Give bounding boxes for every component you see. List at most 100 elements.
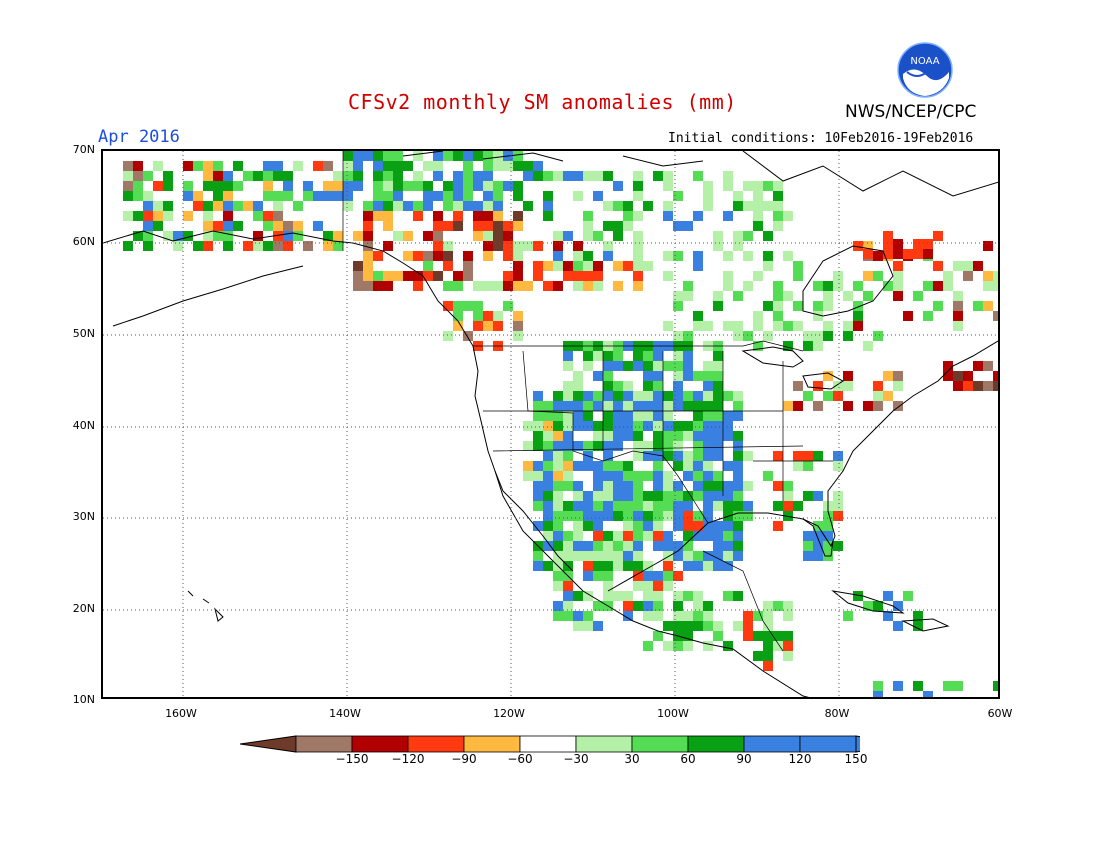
legend-swatch [799,735,857,753]
anomaly-cell [463,191,473,201]
anomaly-cell [653,611,663,621]
anomaly-cell [793,451,803,461]
anomaly-cell [763,261,773,271]
anomaly-cell [773,321,783,331]
anomaly-cell [873,691,883,697]
anomaly-cell [673,351,683,361]
anomaly-cell [293,201,303,211]
anomaly-cell [363,151,373,161]
anomaly-cell [373,171,383,181]
anomaly-cell [793,461,803,471]
anomaly-cell [393,181,403,191]
anomaly-cell [443,331,453,341]
anomaly-cell [573,551,583,561]
anomaly-cell [643,391,653,401]
anomaly-cell [633,471,643,481]
anomaly-cell [743,611,753,621]
anomaly-cell [783,321,793,331]
anomaly-cell [593,391,603,401]
anomaly-cell [583,441,593,451]
anomaly-cell [643,411,653,421]
anomaly-cell [733,531,743,541]
anomaly-cell [153,211,163,221]
anomaly-cell [743,481,753,491]
anomaly-cell [643,611,653,621]
anomaly-cell [423,161,433,171]
anomaly-cell [523,421,533,431]
anomaly-cell [603,481,613,491]
anomaly-cell [633,491,643,501]
anomaly-cell [653,421,663,431]
anomaly-cell [463,201,473,211]
anomaly-cell [673,481,683,491]
anomaly-cell [583,611,593,621]
anomaly-cell [483,311,493,321]
anomaly-cell [763,641,773,651]
anomaly-cell [893,291,903,301]
anomaly-cell [533,561,543,571]
anomaly-cell [723,461,733,471]
initial-conditions: Initial conditions: 10Feb2016-19Feb2016 [668,131,974,146]
anomaly-cell [913,621,923,631]
anomaly-cell [703,201,713,211]
anomaly-cell [763,661,773,671]
anomaly-cell [663,451,673,461]
anomaly-cell [423,181,433,191]
anomaly-cell [753,271,763,281]
anomaly-cell [693,601,703,611]
anomaly-cell [543,171,553,181]
anomaly-cell [573,411,583,421]
anomaly-cell [903,249,913,259]
anomaly-cell [573,191,583,201]
anomaly-cell [853,301,863,311]
anomaly-cell [393,191,403,201]
anomaly-cell [813,381,823,391]
anomaly-cell [743,251,753,261]
anomaly-cell [573,371,583,381]
anomaly-cell [633,211,643,221]
anomaly-cell [683,431,693,441]
anomaly-cell [733,521,743,531]
anomaly-cell [123,211,133,221]
anomaly-cell [723,321,733,331]
anomaly-cell [383,161,393,171]
anomaly-cell [503,251,513,261]
anomaly-cell [193,201,203,211]
anomaly-cell [533,171,543,181]
anomaly-cell [373,271,383,281]
anomaly-cell [213,191,223,201]
anomaly-cell [633,501,643,511]
anomaly-cell [803,451,813,461]
anomaly-cell [493,281,503,291]
anomaly-cell [823,301,833,311]
anomaly-cell [693,481,703,491]
anomaly-cell [223,201,233,211]
anomaly-cell [803,461,813,471]
anomaly-cell [703,181,713,191]
anomaly-cell [463,181,473,191]
anomaly-cell [543,201,553,211]
anomaly-cell [263,211,273,221]
anomaly-cell [643,491,653,501]
lon-label: 140W [329,707,361,720]
anomaly-cell [613,481,623,491]
anomaly-cell [583,271,593,281]
anomaly-cell [263,191,273,201]
legend-label: −30 [563,752,589,766]
anomaly-cell [703,411,713,421]
anomaly-cell [703,321,713,331]
anomaly-cell [583,221,593,231]
anomaly-cell [423,251,433,261]
anomaly-cell [863,271,873,281]
anomaly-cell [783,291,793,301]
anomaly-cell [683,501,693,511]
anomaly-cell [633,171,643,181]
anomaly-cell [743,181,753,191]
anomaly-cell [883,611,893,621]
anomaly-cell [673,621,683,631]
legend-arrow-low [240,735,297,753]
anomaly-cell [773,601,783,611]
anomaly-cell [553,441,563,451]
anomaly-cell [853,591,863,601]
anomaly-cell [473,201,483,211]
